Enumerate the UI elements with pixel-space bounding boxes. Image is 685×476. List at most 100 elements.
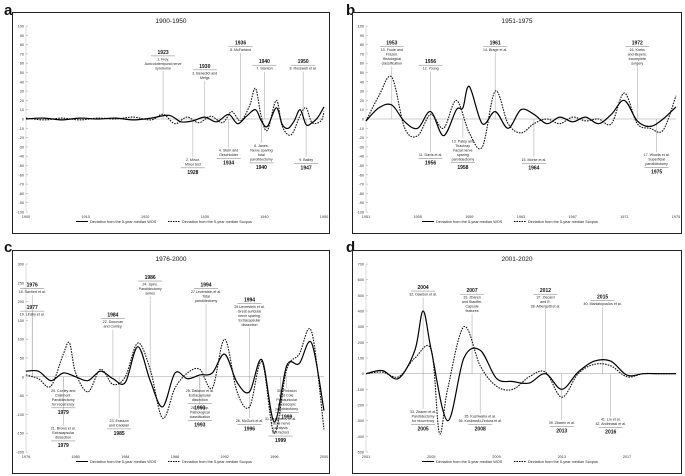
panel-frame (12, 250, 330, 474)
chart-panel-b: 1951-19751009080706050403020100-10-20-30… (352, 12, 682, 234)
y-tick-label: 0 (362, 118, 364, 122)
y-tick-label: 200 (358, 341, 364, 345)
x-tick-label: 1967 (568, 215, 576, 219)
y-tick-label: 10 (20, 108, 24, 112)
y-tick-label: 500 (358, 294, 364, 298)
annotation-year: 1947 (301, 165, 312, 171)
annotation-text: 30. Pinkston (277, 389, 297, 393)
annotation-text: paralysis (273, 426, 287, 430)
y-tick-label: 90 (360, 34, 364, 38)
y-tick-label: 70 (360, 52, 364, 56)
x-tick-label: 1976 (22, 455, 30, 459)
y-tick-label: -400 (356, 435, 364, 439)
annotation-text: series (145, 292, 155, 296)
y-tick-label: -20 (19, 136, 25, 140)
annotation: 6. Janes.Nerve sparingtotalparotidectomy… (249, 119, 274, 171)
y-tick-label: -20 (359, 136, 365, 140)
y-tick-label: 90 (20, 34, 24, 38)
annotation: 41. Liu et al.42. Andreassi et al. 2016 (595, 373, 626, 436)
annotation-text: 2. Minor. (186, 158, 200, 162)
y-tick-label: -100 (356, 211, 364, 215)
y-tick-label: -30 (19, 145, 25, 149)
annotation-year: 2016 (605, 430, 616, 436)
annotation-year: 1940 (259, 59, 270, 65)
annotation-year: 2005 (418, 426, 429, 432)
annotation-text: classification (382, 62, 402, 66)
annotation-text: Incomplete (628, 57, 646, 61)
annotation-text: dissection (242, 323, 258, 327)
annotation-text: Extracapsular (239, 319, 262, 323)
annotation: 1950 8. Rosswell et al. (290, 59, 317, 119)
annotation-text: Meigs (200, 76, 210, 80)
annotation-text: 29.Leverstein et al. (234, 305, 264, 309)
legend-wos-label: Deviation from the 5-year median WOS (436, 460, 503, 464)
y-tick-label: 200 (18, 300, 24, 304)
legend-wos-label: Deviation from the 5-year median WOS (436, 220, 503, 224)
panel-letter-d: d (346, 239, 356, 256)
annotation-text: 38. Albergotti et al. (531, 305, 561, 309)
annotation-text: 33. Zbaren et al. (410, 410, 436, 414)
panel-title: 1951-1975 (501, 18, 532, 25)
y-tick-label: -80 (19, 192, 25, 196)
y-tick-label: 80 (20, 43, 24, 47)
x-tick-label: 1950 (320, 215, 328, 219)
annotation-year: 1999 (275, 438, 286, 444)
series-wos-line (365, 85, 677, 137)
y-tick-label: -70 (19, 183, 25, 187)
annotation-year: 1964 (528, 165, 539, 171)
y-tick-label: 700 (358, 263, 364, 267)
series-scopus-line (25, 328, 325, 434)
annotation-text: 8. Rosswell et al. (290, 67, 317, 71)
annotation: 2. Minor.Minor test 1928 (180, 119, 205, 176)
annotation-text: 6. Janes. (254, 144, 269, 148)
chart-panel-c: 1976-2000 300 250 200 150 100 50 0 -50 -100 -150 -2… (12, 250, 330, 474)
x-tick-label: 1920 (141, 215, 149, 219)
chart-panel-a: 1900-19501009080706050403020100-10-20-30… (12, 12, 330, 234)
x-tick-label: 2013 (558, 455, 566, 459)
annotation-text: Total (202, 295, 210, 299)
annotation-text: 40. Maniatopoulos et al. (583, 302, 621, 306)
annotation-text: 17. Woods et al. (644, 153, 670, 157)
annotation-text: Nerve sparing (250, 148, 272, 152)
series-wos-line (365, 310, 676, 422)
panel-title: 1976-2000 (155, 256, 186, 263)
annotation-year: 1956 (425, 59, 436, 65)
annotation-text: 26. Gnepp. (191, 406, 209, 410)
x-tick-label: 2005 (427, 455, 435, 459)
y-tick-label: 100 (358, 25, 364, 29)
annotation-year: 1930 (199, 64, 210, 70)
y-tick-label: -50 (19, 164, 25, 168)
annotation-text: 18. Sachert et al. (19, 290, 46, 294)
legend-scopus-label: Deviation from the 5-year median Scopus (528, 460, 598, 464)
annotation-text: 5. McFarland (230, 48, 251, 52)
y-tick-label: -60 (359, 173, 365, 177)
annotation-text: 39. Zbaren et al. (549, 421, 575, 425)
x-tick-label: 2009 (492, 455, 500, 459)
annotation-text: classification (190, 415, 210, 419)
annotation-year: 1986 (145, 275, 156, 281)
annotation-text: Great auricular (238, 310, 263, 314)
annotation-year: 1975 (651, 170, 662, 176)
x-tick-label: 1984 (121, 455, 129, 459)
annotation-text: parotidectomy (645, 162, 668, 166)
panel-frame (352, 12, 682, 234)
annotation-year: 2008 (475, 427, 486, 433)
y-tick-label: 100 (18, 25, 24, 29)
x-tick-label: 1988 (171, 455, 179, 459)
annotation-text: Capsule (465, 305, 478, 309)
legend-scopus-label: Deviation from the 5-year median Scopus (528, 220, 598, 224)
y-tick-label: 80 (360, 43, 364, 47)
y-tick-label: 10 (360, 108, 364, 112)
y-tick-label: 250 (18, 281, 24, 285)
panel-letter-c: c (4, 239, 13, 256)
annotation-year: 1956 (425, 161, 436, 167)
annotation-text: risk factors (272, 431, 290, 435)
annotation-year: 1976 (27, 283, 38, 289)
panel-letter-b: b (346, 2, 356, 19)
series-scopus-line (365, 75, 677, 150)
annotation-text: for recurrency (412, 419, 434, 423)
